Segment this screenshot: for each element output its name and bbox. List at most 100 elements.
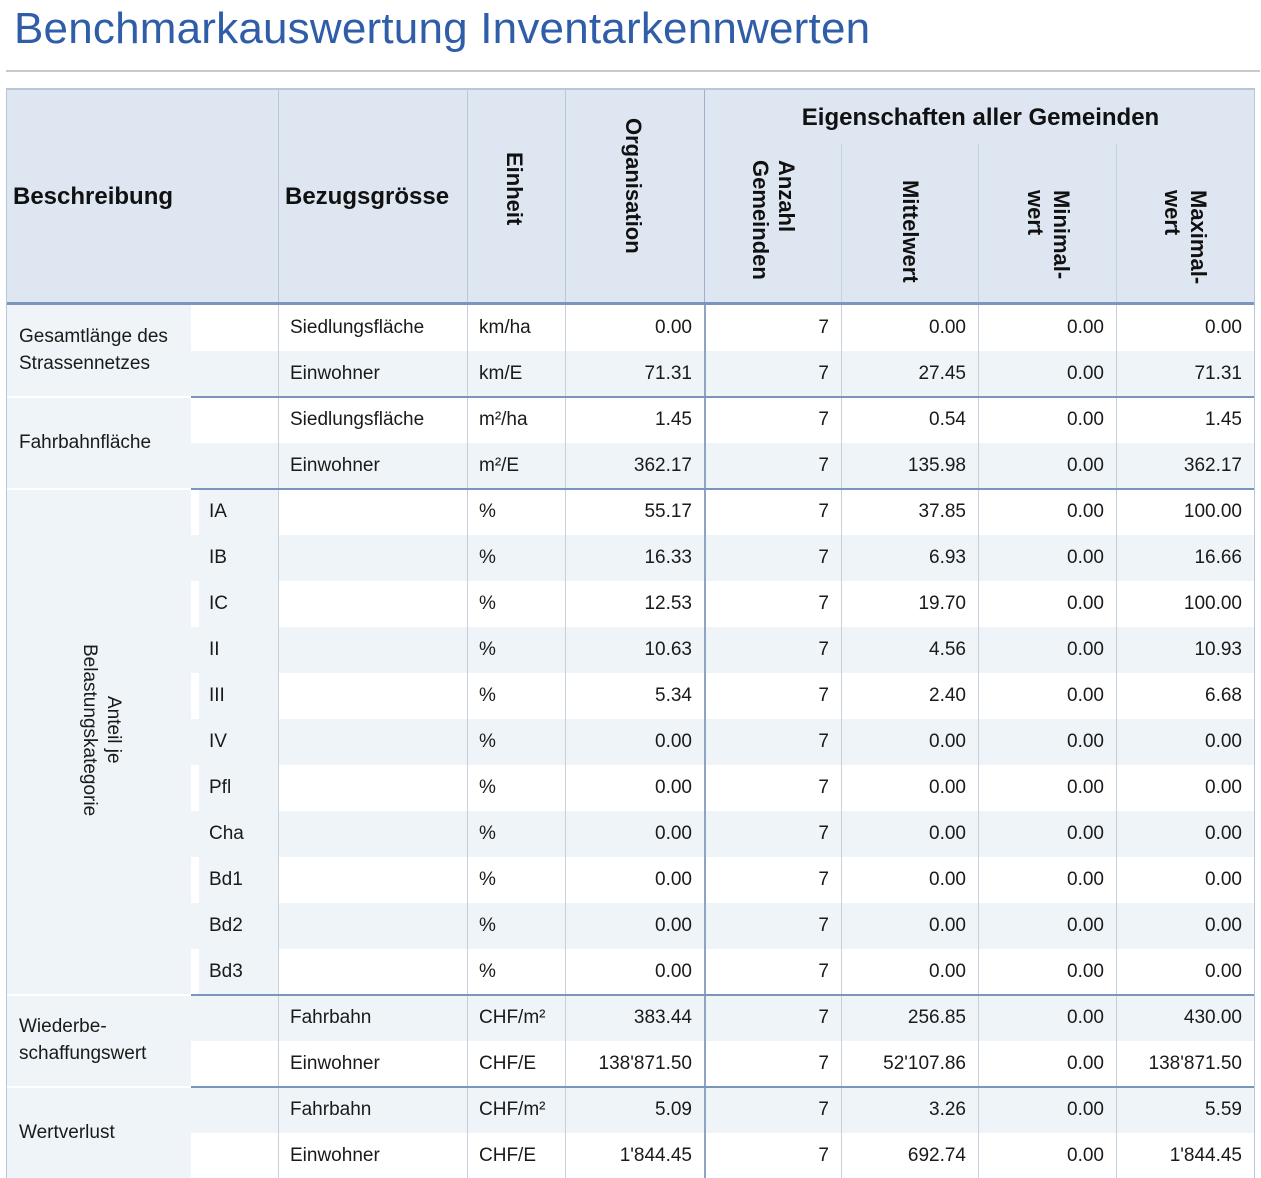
cell-mittelwert: 256.85: [907, 1007, 966, 1028]
header-maximal-line2: wert: [1160, 190, 1185, 236]
header-minimal-line2: wert: [1023, 190, 1048, 236]
cell-maximalwert: 362.17: [1183, 455, 1242, 476]
cell-anzahl: 7: [818, 823, 829, 844]
cell-anzahl: 7: [818, 731, 829, 752]
cell-anzahl: 7: [818, 363, 829, 384]
cell-einheit: %: [479, 685, 496, 706]
cell-einheit: km/ha: [479, 317, 531, 338]
cell-organisation: 5.34: [565, 673, 704, 719]
cell-mittelwert: 135.98: [907, 455, 966, 476]
cell-bezugsgroesse: Siedlungsfläche: [290, 317, 425, 338]
cell-anzahl: 7: [704, 1041, 841, 1087]
cell-organisation: 10.63: [644, 639, 692, 660]
cell-minimalwert: 0.00: [978, 489, 1116, 535]
cell-organisation: 0.00: [565, 949, 704, 995]
table-row: Fahrbahn CHF/m² 383.44 7 256.85 0.00 430.00: [191, 995, 1254, 1041]
cell-kategorie: IA: [199, 489, 278, 535]
cell-bezugsgroesse: Einwohner: [290, 363, 380, 384]
group-gesamtlaenge-line2: Strassennetzes: [19, 353, 150, 374]
cell-einheit: CHF/E: [479, 1145, 536, 1166]
cell-anzahl: 7: [704, 305, 841, 351]
cell-maximalwert: 1'844.45: [1116, 1133, 1254, 1178]
header-anzahl-gemeinden: Anzahl Gemeinden: [747, 160, 799, 280]
cell-organisation: 0.00: [655, 731, 692, 752]
benchmark-table: Beschreibung Bezugsgrösse Einheit Organi…: [6, 88, 1255, 1178]
cell-anzahl: 7: [818, 1099, 829, 1120]
cell-maximalwert: 0.00: [1205, 823, 1242, 844]
cell-minimalwert: 0.00: [978, 949, 1116, 995]
cell-bezugsgroesse: Einwohner: [290, 1053, 380, 1074]
cell-bezugsgroesse: [278, 903, 467, 949]
cell-einheit: %: [479, 731, 496, 752]
cell-anzahl: 7: [818, 915, 829, 936]
group-belastung-line2: Belastungskategorie: [79, 644, 100, 817]
table-row: Bd3% 0.00 7 0.00 0.00 0.00: [191, 949, 1254, 995]
cell-maximalwert: 430.00: [1183, 1007, 1242, 1028]
cell-minimalwert: 0.00: [1067, 639, 1104, 660]
cell-minimalwert: 0.00: [1067, 915, 1104, 936]
cell-anzahl: 7: [704, 857, 841, 903]
cell-bezugsgroesse: Fahrbahn: [290, 1007, 372, 1028]
cell-kategorie: IB: [199, 535, 278, 581]
group-gesamtlaenge: Gesamtlänge des Strassennetzes: [7, 305, 191, 397]
cell-mittelwert: 0.00: [841, 305, 978, 351]
cell-einheit: CHF/m²: [479, 1007, 546, 1028]
cell-maximalwert: 138'871.50: [1116, 1041, 1254, 1087]
cell-organisation: 55.17: [565, 489, 704, 535]
cell-anzahl: 7: [704, 581, 841, 627]
cell-einheit: m²/ha: [479, 409, 528, 430]
cell-einheit: %: [479, 961, 496, 982]
cell-mittelwert: 27.45: [918, 363, 966, 384]
cell-anzahl: 7: [818, 1007, 829, 1028]
cell-maximalwert: 16.66: [1194, 547, 1242, 568]
table-row: II% 10.63 7 4.56 0.00 10.93: [191, 627, 1254, 673]
table-row: IA% 55.17 7 37.85 0.00 100.00: [191, 489, 1254, 535]
cell-kategorie: Bd2: [199, 903, 278, 949]
cell-minimalwert: 0.00: [1067, 1007, 1104, 1028]
cell-einheit: CHF/E: [479, 1053, 536, 1074]
group-fahrbahnflaeche-label: Fahrbahnfläche: [19, 432, 152, 453]
cell-anzahl: 7: [818, 455, 829, 476]
group-wiederbeschaffungswert: Wiederbe- schaffungswert: [7, 995, 191, 1087]
cell-maximalwert: 0.00: [1205, 731, 1242, 752]
group-belastung-line1: Anteil je: [103, 696, 124, 764]
table-row: IB% 16.33 7 6.93 0.00 16.66: [191, 535, 1254, 581]
cell-bezugsgroesse: Fahrbahn: [290, 1099, 372, 1120]
cell-einheit: %: [479, 593, 496, 614]
header-maximal-line1: Maximal-: [1186, 190, 1211, 285]
cell-kategorie: Bd1: [199, 857, 278, 903]
cell-mittelwert: 0.54: [841, 397, 978, 443]
cell-organisation: 71.31: [644, 363, 692, 384]
cell-minimalwert: 0.00: [978, 305, 1116, 351]
cell-anzahl: 7: [704, 1133, 841, 1178]
cell-einheit: %: [479, 547, 496, 568]
cell-bezugsgroesse: [278, 535, 467, 581]
group-belastungskategorie: Anteil je Belastungskategorie: [7, 489, 191, 995]
cell-mittelwert: 0.00: [929, 915, 966, 936]
table-row: Einwohner CHF/E 138'871.50 7 52'107.86 0.00 13…: [191, 1041, 1254, 1087]
cell-anzahl: 7: [704, 949, 841, 995]
cell-bezugsgroesse: [278, 627, 467, 673]
header-bezugsgroesse: Bezugsgrösse: [285, 183, 450, 210]
header-anzahl-line2: Gemeinden: [748, 160, 773, 280]
header-anzahl-line1: Anzahl: [774, 160, 799, 233]
cell-bezugsgroesse: [278, 949, 467, 995]
cell-kategorie: Cha: [199, 811, 278, 857]
table-row: Siedlungsfläche m²/ha 1.45 7 0.54 0.00 1.45: [191, 397, 1254, 443]
cell-mittelwert: 52'107.86: [841, 1041, 978, 1087]
cell-minimalwert: 0.00: [978, 397, 1116, 443]
cell-mittelwert: 6.93: [929, 547, 966, 568]
group-wiederbe-line2: schaffungswert: [19, 1043, 147, 1064]
cell-einheit: m²/E: [479, 455, 520, 476]
cell-organisation: 1'844.45: [565, 1133, 704, 1178]
cell-maximalwert: 1.45: [1116, 397, 1254, 443]
cell-minimalwert: 0.00: [1067, 823, 1104, 844]
table-row: Einwohner CHF/E 1'844.45 7 692.74 0.00 1'844.4…: [191, 1133, 1254, 1178]
cell-maximalwert: 5.59: [1205, 1099, 1242, 1120]
cell-maximalwert: 10.93: [1194, 639, 1242, 660]
cell-bezugsgroesse: Siedlungsfläche: [290, 409, 425, 430]
cell-bezugsgroesse: Einwohner: [290, 1145, 380, 1166]
cell-mittelwert: 19.70: [841, 581, 978, 627]
cell-mittelwert: 2.40: [841, 673, 978, 719]
table-row: Bd1% 0.00 7 0.00 0.00 0.00: [191, 857, 1254, 903]
